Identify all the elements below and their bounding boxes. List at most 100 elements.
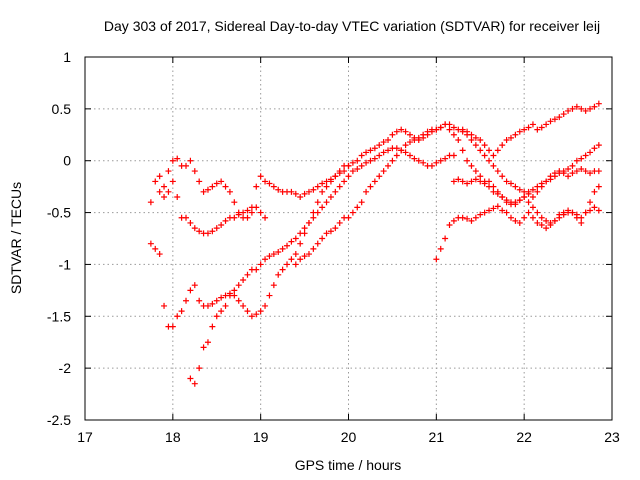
data-point xyxy=(402,142,409,149)
data-point xyxy=(490,162,497,169)
data-point xyxy=(459,178,466,185)
data-point xyxy=(464,180,471,187)
data-point xyxy=(314,183,321,190)
data-point xyxy=(248,313,255,320)
data-point xyxy=(235,211,242,218)
data-point xyxy=(477,136,484,143)
data-point xyxy=(327,194,334,201)
data-point xyxy=(376,152,383,159)
data-point xyxy=(573,214,580,221)
data-point xyxy=(156,173,163,180)
data-point xyxy=(297,194,304,201)
data-point xyxy=(292,190,299,197)
data-point xyxy=(385,136,392,143)
data-point xyxy=(161,302,168,309)
data-point xyxy=(204,302,211,309)
data-point xyxy=(196,178,203,185)
data-point xyxy=(349,159,356,166)
data-point xyxy=(450,124,457,131)
data-point xyxy=(437,245,444,252)
series-track-5 xyxy=(292,121,602,268)
data-point xyxy=(525,199,532,206)
data-point xyxy=(257,261,264,268)
data-point xyxy=(538,222,545,229)
data-point xyxy=(389,131,396,138)
data-point xyxy=(319,188,326,195)
data-point xyxy=(341,178,348,185)
chart-title: Day 303 of 2017, Sidereal Day-to-day VTE… xyxy=(104,18,600,34)
data-point xyxy=(595,100,602,107)
data-point xyxy=(490,183,497,190)
data-point xyxy=(481,142,488,149)
data-point xyxy=(512,131,519,138)
data-point xyxy=(464,128,471,135)
data-point xyxy=(196,365,203,372)
data-point xyxy=(319,204,326,211)
data-point xyxy=(165,168,172,175)
y-tick-label: 0.5 xyxy=(52,101,72,117)
data-point xyxy=(358,199,365,206)
data-point xyxy=(420,159,427,166)
data-point xyxy=(534,188,541,195)
data-point xyxy=(187,157,194,164)
data-point xyxy=(244,214,251,221)
data-point xyxy=(411,155,418,162)
data-point xyxy=(402,128,409,135)
data-point xyxy=(569,162,576,169)
data-point xyxy=(406,152,413,159)
data-point xyxy=(196,228,203,235)
data-point xyxy=(578,155,585,162)
data-point xyxy=(591,103,598,110)
data-point xyxy=(222,183,229,190)
data-point xyxy=(266,292,273,299)
data-point xyxy=(529,186,536,193)
data-point xyxy=(529,204,536,211)
data-point xyxy=(156,188,163,195)
data-point xyxy=(310,186,317,193)
data-point xyxy=(512,183,519,190)
data-point xyxy=(464,215,471,222)
data-point xyxy=(556,211,563,218)
data-point xyxy=(560,111,567,118)
data-point xyxy=(591,188,598,195)
data-point xyxy=(218,294,225,301)
data-point xyxy=(376,142,383,149)
data-point xyxy=(398,126,405,133)
data-point xyxy=(305,188,312,195)
data-point xyxy=(521,194,528,201)
y-tick-label: -0.5 xyxy=(47,205,71,221)
data-point xyxy=(262,302,269,309)
data-point xyxy=(204,230,211,237)
data-point xyxy=(565,166,572,173)
data-point xyxy=(200,188,207,195)
data-point xyxy=(270,251,277,258)
data-point xyxy=(547,118,554,125)
data-point xyxy=(213,313,220,320)
y-tick-label: 1 xyxy=(63,49,71,65)
x-tick-label: 20 xyxy=(341,429,357,445)
data-point xyxy=(494,168,501,175)
data-point xyxy=(310,214,317,221)
x-tick-label: 21 xyxy=(429,429,445,445)
data-point xyxy=(442,235,449,242)
data-point xyxy=(323,230,330,237)
data-point xyxy=(222,217,229,224)
data-point xyxy=(587,105,594,112)
data-point xyxy=(209,228,216,235)
data-point xyxy=(406,139,413,146)
data-point xyxy=(433,256,440,263)
data-point xyxy=(297,230,304,237)
data-point xyxy=(319,180,326,187)
data-point xyxy=(481,152,488,159)
data-point xyxy=(578,166,585,173)
data-point xyxy=(363,188,370,195)
data-point xyxy=(257,209,264,216)
y-tick-label: -2 xyxy=(59,360,72,376)
data-point xyxy=(191,282,198,289)
data-point xyxy=(385,162,392,169)
data-point xyxy=(595,168,602,175)
data-point xyxy=(169,157,176,164)
data-point xyxy=(415,157,422,164)
data-point xyxy=(288,238,295,245)
data-point xyxy=(442,155,449,162)
